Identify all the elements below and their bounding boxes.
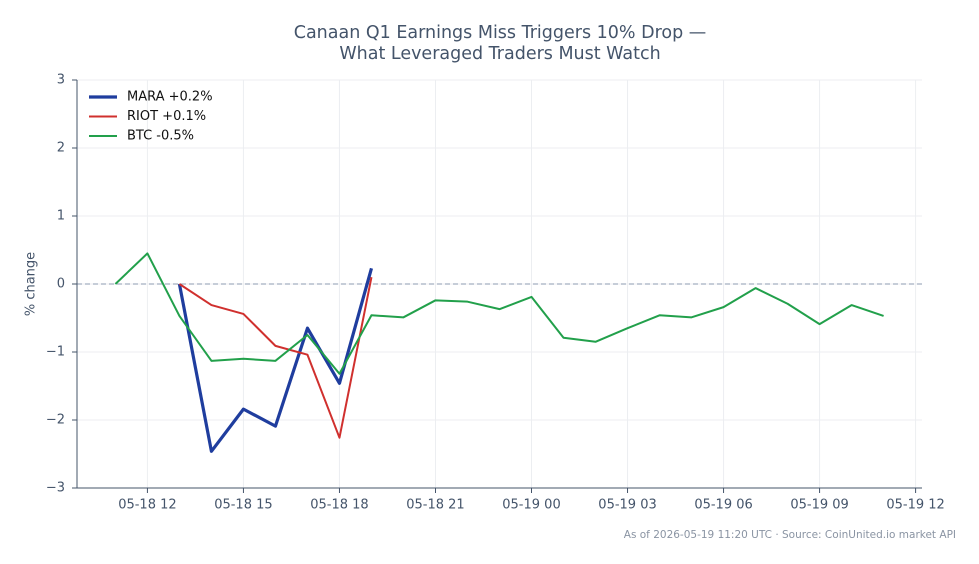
y-tick-label: −2 [46, 413, 65, 428]
line [178, 277, 373, 439]
x-tick-label: 05-18 12 [118, 498, 176, 513]
y-tick-label: 2 [57, 141, 65, 156]
x-tick-label: 05-18 21 [406, 498, 464, 513]
footnote: As of 2026-05-19 11:20 UTC · Source: Coi… [624, 529, 956, 541]
legend-label: BTC -0.5% [127, 129, 194, 144]
x-tick-label: 05-19 06 [694, 498, 752, 513]
x-tick-label: 05-19 03 [598, 498, 656, 513]
chart-title: Canaan Q1 Earnings Miss Triggers 10% Dro… [294, 23, 707, 64]
x-tick-label: 05-18 15 [214, 498, 272, 513]
y-axis-label: % change [24, 252, 39, 316]
x-tick-label: 05-19 12 [886, 498, 944, 513]
x-tick-label: 05-19 00 [502, 498, 560, 513]
x-tick-label: 05-19 09 [790, 498, 848, 513]
x-tick-label: 05-18 18 [310, 498, 368, 513]
legend-label: RIOT +0.1% [127, 109, 206, 124]
y-tick-label: −1 [46, 345, 65, 360]
line [114, 252, 884, 375]
y-tick-label: −3 [46, 481, 65, 496]
legend-label: MARA +0.2% [127, 90, 213, 105]
y-tick-label: 3 [57, 73, 65, 88]
line [177, 267, 374, 453]
y-tick-label: 1 [57, 209, 65, 224]
y-tick-label: 0 [57, 277, 65, 292]
